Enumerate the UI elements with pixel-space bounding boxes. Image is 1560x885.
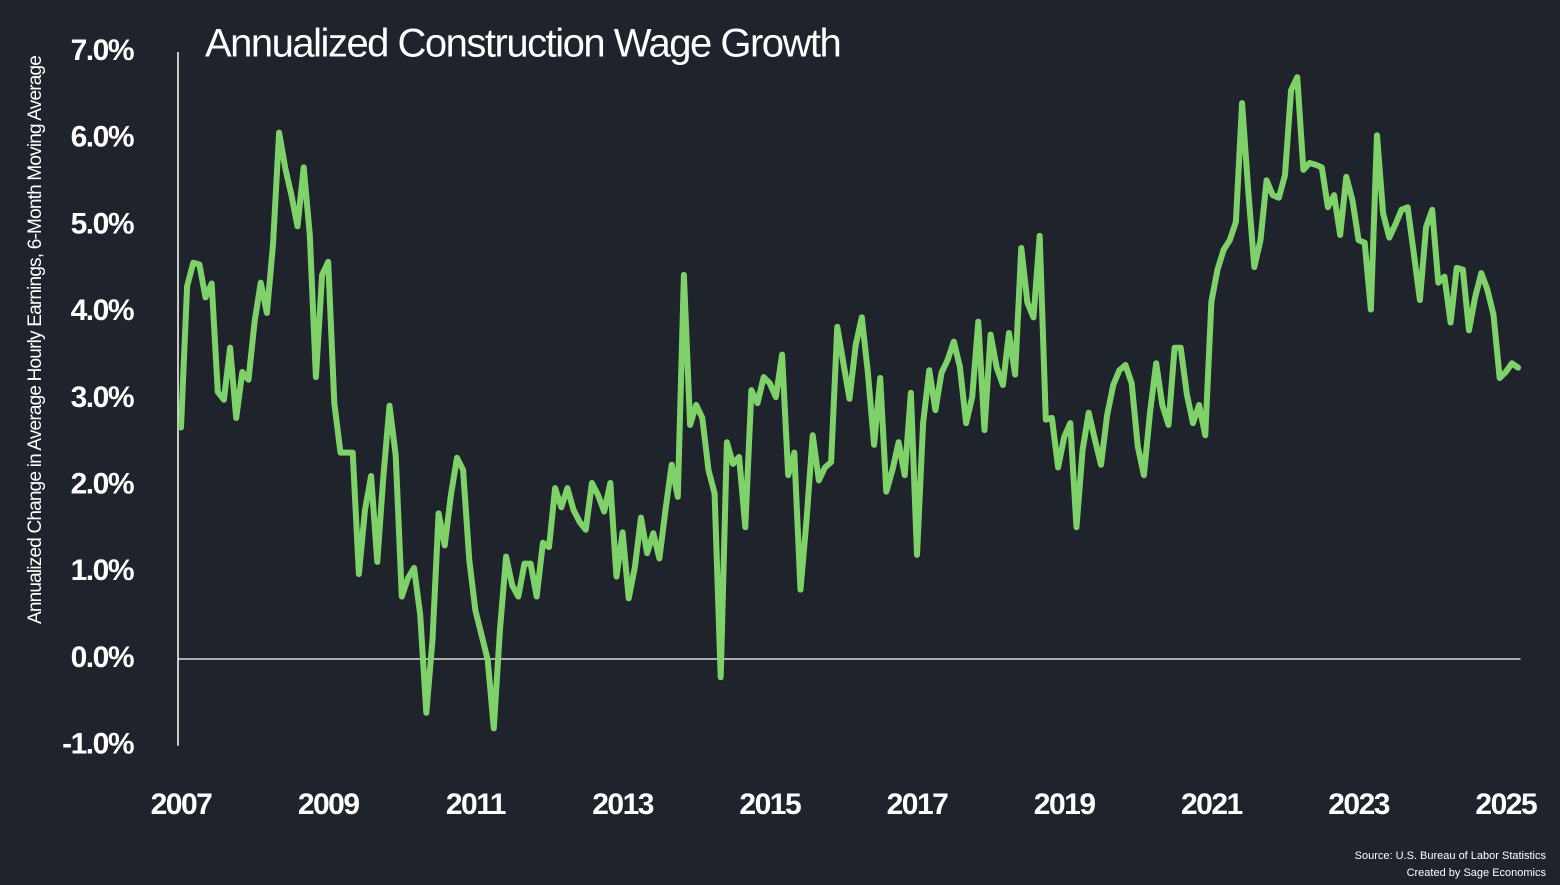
x-tick-label: 2023 [1328, 788, 1390, 821]
chart-title: Annualized Construction Wage Growth [205, 22, 840, 66]
x-tick-label: 2011 [446, 788, 506, 821]
x-tick-label: 2013 [592, 788, 654, 821]
x-tick-label: 2025 [1475, 788, 1537, 821]
y-tick-label: 5.0% [71, 207, 134, 240]
x-tick-label: 2017 [887, 788, 949, 821]
credit-note: Created by Sage Economics [1407, 867, 1547, 879]
x-tick-label: 2007 [151, 788, 213, 821]
data-line [178, 74, 1522, 732]
y-tick-label: 4.0% [71, 294, 134, 327]
x-tick-label: 2009 [298, 788, 360, 821]
y-tick-label: -1.0% [62, 728, 134, 761]
y-tick-label: 6.0% [71, 121, 134, 154]
y-tick-label: 2.0% [71, 467, 134, 500]
source-note: Source: U.S. Bureau of Labor Statistics [1355, 850, 1547, 862]
y-tick-label: 1.0% [71, 554, 134, 587]
y-axis-label: Annualized Change in Average Hourly Earn… [25, 56, 46, 624]
x-tick-label: 2019 [1034, 788, 1096, 821]
y-tick-label: 0.0% [71, 641, 134, 674]
x-tick-label: 2021 [1181, 788, 1243, 821]
y-tick-label: 3.0% [71, 381, 134, 414]
x-tick-label: 2015 [739, 788, 801, 821]
y-tick-label: 7.0% [71, 34, 134, 67]
